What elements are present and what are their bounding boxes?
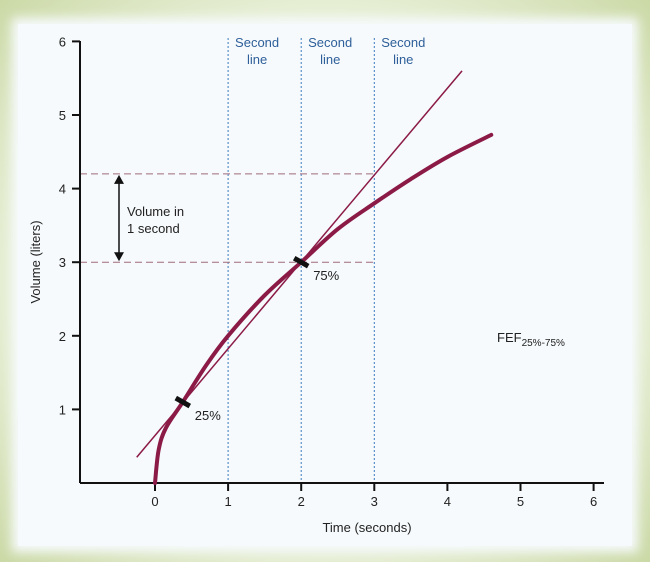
y-tick-label: 6 [59,34,66,49]
second-line-label: line [320,52,340,67]
percent-marker [174,395,192,409]
percent-marker-label: 25% [195,408,221,423]
chart-panel [18,24,632,546]
x-axis-title: Time (seconds) [322,520,411,535]
fef-label: FEF25%-75% [497,330,565,349]
x-tick-label: 2 [298,494,305,509]
second-line-label: line [393,52,413,67]
second-line-label: Second [308,35,352,50]
x-tick-label: 3 [371,494,378,509]
x-tick-label: 1 [224,494,231,509]
y-tick-label: 1 [59,402,66,417]
y-tick-label: 4 [59,182,66,197]
x-tick-label: 5 [517,494,524,509]
arrow-up-icon [114,174,124,184]
percent-marker [292,256,310,269]
second-line-label: Second [381,35,425,50]
y-axis-title: Volume (liters) [28,220,43,303]
y-tick-label: 5 [59,108,66,123]
volume-annotation: 1 second [127,221,180,236]
percent-marker-label: 75% [313,268,339,283]
expiration-curve [153,132,494,485]
arrow-down-icon [114,252,124,262]
second-line-label: Second [235,35,279,50]
x-tick-label: 6 [590,494,597,509]
y-tick-label: 2 [59,329,66,344]
y-tick-label: 3 [59,255,66,270]
x-tick-label: 0 [151,494,158,509]
volume-annotation: Volume in [127,204,184,219]
second-line-label: line [247,52,267,67]
x-tick-label: 4 [444,494,451,509]
fef-tangent-line [136,70,463,458]
